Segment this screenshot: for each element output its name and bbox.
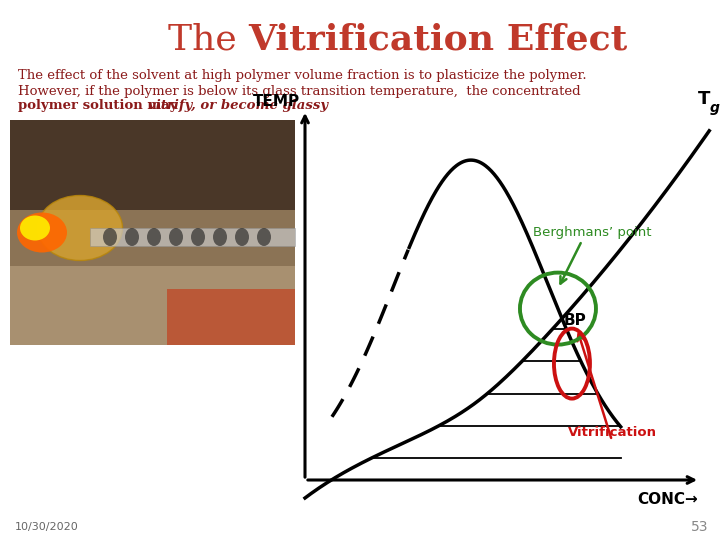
Text: vitrify, or become glassy: vitrify, or become glassy [148,99,328,112]
Bar [10,120,295,345]
Bar [90,228,295,246]
Text: Berghmans’ point: Berghmans’ point [533,226,651,239]
Ellipse shape [169,228,183,246]
Text: polymer solution may: polymer solution may [18,99,182,112]
Text: CONC→: CONC→ [637,492,698,508]
Text: TEMP: TEMP [253,94,300,110]
Ellipse shape [257,228,271,246]
Ellipse shape [191,228,205,246]
Text: BP: BP [564,313,587,328]
Text: Vitrification Effect: Vitrification Effect [248,23,627,57]
Bar [167,289,295,345]
Ellipse shape [213,228,227,246]
Text: However, if the polymer is below its glass transition temperature,  the concentr: However, if the polymer is below its gla… [18,84,580,98]
Ellipse shape [37,195,122,260]
Ellipse shape [17,213,67,253]
Ellipse shape [103,228,117,246]
Ellipse shape [147,228,161,246]
Bar [10,266,295,345]
Text: The effect of the solvent at high polymer volume fraction is to plasticize the p: The effect of the solvent at high polyme… [18,70,587,83]
Text: T: T [698,90,711,108]
Text: The: The [168,23,248,57]
Text: Vitrification: Vitrification [567,426,657,438]
Bar [10,120,295,210]
Text: 10/30/2020: 10/30/2020 [15,522,78,532]
Ellipse shape [235,228,249,246]
Text: g: g [710,101,720,115]
Ellipse shape [125,228,139,246]
Ellipse shape [20,215,50,240]
Text: 53: 53 [690,520,708,534]
